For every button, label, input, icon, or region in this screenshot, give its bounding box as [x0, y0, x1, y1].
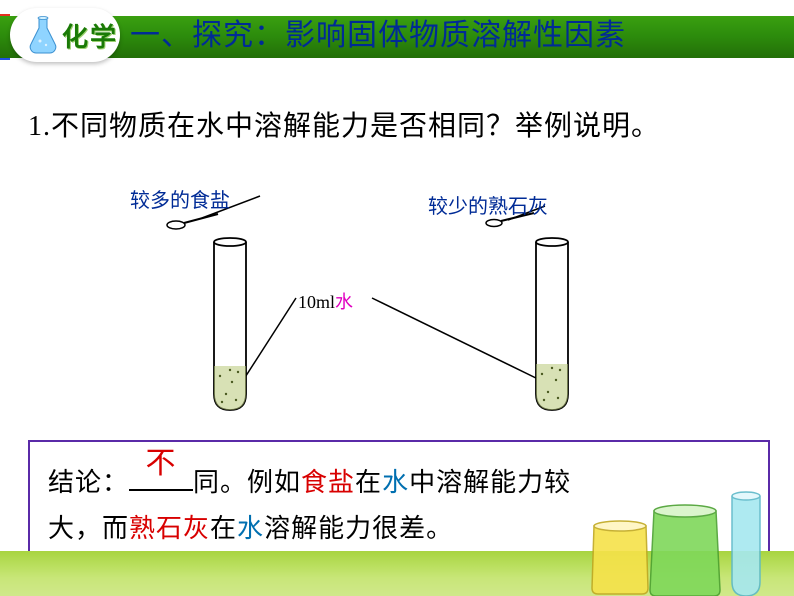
diagram-svg: [0, 160, 794, 420]
seg5: 在: [210, 514, 237, 543]
label-water: 10ml水: [298, 288, 353, 314]
word-salt: 食盐: [301, 468, 355, 497]
flask-icon: [28, 15, 58, 55]
logo-pill: 化学: [10, 8, 120, 62]
word-water-2: 水: [237, 514, 264, 543]
spoon-left: [167, 214, 218, 229]
seg2: 在: [355, 468, 382, 497]
bg-beakers-icon: [564, 456, 784, 596]
test-tube-right: [536, 238, 568, 410]
water-amount: 10ml: [298, 292, 335, 312]
question-text: 1.不同物质在水中溶解能力是否相同？举例说明。: [28, 104, 660, 144]
seg4: 大，而: [48, 514, 129, 543]
seg1: 同。例如: [193, 468, 301, 497]
line-water-right: [372, 298, 540, 380]
word-water-1: 水: [382, 468, 409, 497]
seg6: 溶解能力很差。: [264, 514, 453, 543]
blank-answer: 不: [129, 441, 193, 487]
water-word: 水: [335, 292, 353, 312]
slide-title: 一、探究：影响固体物质溶解性因素: [130, 10, 626, 54]
experiment-diagram: 较多的食盐 较少的熟石灰 10ml水: [0, 160, 794, 420]
conclusion-prefix: 结论：: [48, 468, 129, 497]
seg3: 中溶解能力较: [409, 468, 571, 497]
line-water-left: [242, 298, 296, 382]
fill-blank: 不: [129, 489, 193, 491]
label-salt-spoon: 较多的食盐: [130, 184, 230, 213]
logo-text: 化学: [62, 17, 118, 54]
test-tube-left: [214, 238, 246, 410]
label-lime-spoon: 较少的熟石灰: [428, 190, 548, 219]
word-lime: 熟石灰: [129, 514, 210, 543]
